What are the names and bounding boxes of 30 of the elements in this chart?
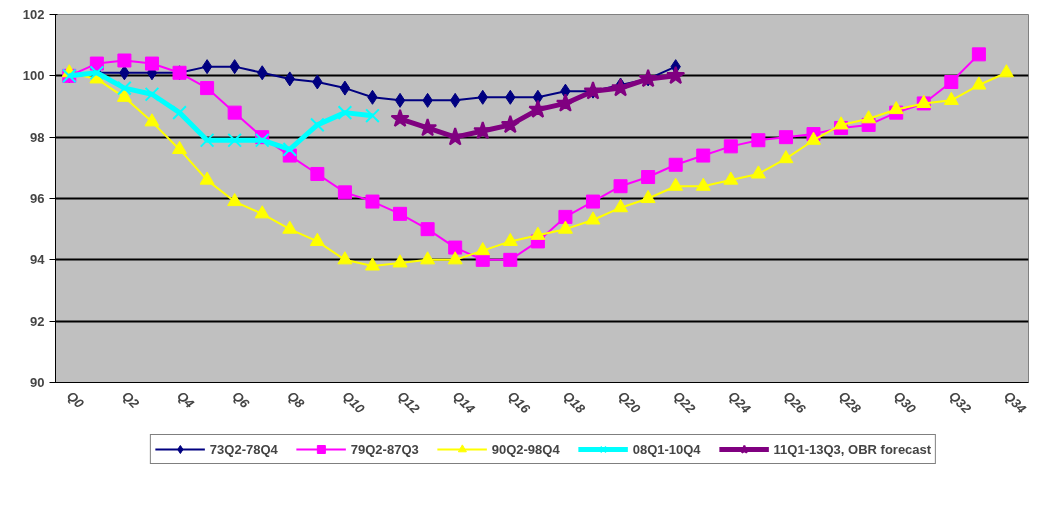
x-tick-label: Q12: [394, 388, 424, 417]
x-tick-label: Q0: [63, 388, 88, 412]
x-tick-label: Q10: [339, 388, 369, 417]
x-tick-label: Q20: [615, 388, 644, 417]
x-tick-label: Q26: [780, 388, 810, 417]
x-tick-label: Q18: [560, 388, 589, 417]
y-tick-label: 90: [30, 375, 45, 390]
y-tick-label: 102: [22, 7, 45, 22]
x-tick-label: Q8: [284, 388, 308, 412]
legend-label: 11Q1-13Q3, OBR forecast: [773, 441, 932, 457]
y-tick-label: 92: [30, 313, 45, 329]
x-tick-label: Q34: [1001, 388, 1030, 417]
y-tick-label: 94: [30, 252, 46, 268]
x-tick-label: Q16: [505, 388, 534, 417]
legend-label: 08Q1-10Q4: [632, 441, 701, 457]
legend-label: 79Q2-87Q3: [350, 441, 419, 457]
x-tick-label: Q6: [229, 388, 253, 412]
y-tick-label: 98: [30, 129, 45, 145]
x-tick-label: Q14: [449, 388, 479, 417]
x-tick-label: Q28: [835, 388, 865, 417]
y-tick-label: 100: [22, 68, 45, 84]
x-tick-label: Q2: [119, 388, 143, 412]
x-tick-label: Q4: [174, 388, 198, 412]
y-tick-label: 96: [30, 191, 45, 206]
legend-label: 73Q2-78Q4: [209, 441, 278, 457]
legend-label: 90Q2-98Q4: [491, 441, 560, 457]
x-tick-label: Q32: [946, 388, 975, 417]
x-tick-label: Q30: [890, 388, 920, 417]
x-tick-label: Q24: [725, 388, 755, 417]
x-tick-label: Q22: [670, 388, 699, 417]
